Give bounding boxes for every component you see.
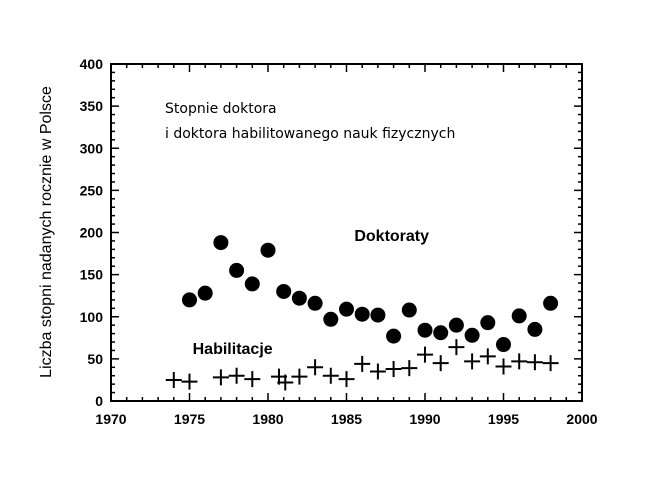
y-tick-label: 300 <box>80 140 104 156</box>
data-point <box>260 242 276 258</box>
x-tick-label: 1980 <box>252 411 283 427</box>
data-point <box>448 339 465 356</box>
data-point <box>448 317 464 333</box>
x-tick-label: 2000 <box>566 411 597 427</box>
data-point <box>433 325 449 341</box>
data-point <box>322 367 339 384</box>
data-point <box>229 262 245 278</box>
data-point <box>369 363 386 380</box>
data-point <box>542 355 559 372</box>
series-doktoraty <box>182 235 559 353</box>
series-label-doktoraty: Doktoraty <box>354 228 429 245</box>
data-point <box>291 368 308 385</box>
data-point <box>543 295 559 311</box>
data-point <box>291 290 307 306</box>
data-point <box>307 295 323 311</box>
data-point <box>527 321 543 337</box>
data-point <box>307 359 324 376</box>
data-point <box>495 358 512 375</box>
data-point <box>276 283 292 299</box>
data-point <box>354 355 371 372</box>
data-point <box>277 374 294 391</box>
series-habilitacje <box>165 339 559 391</box>
data-point <box>339 301 354 317</box>
data-point <box>479 348 496 365</box>
data-point <box>228 367 245 384</box>
y-tick-label: 350 <box>80 98 104 114</box>
data-point <box>480 315 496 331</box>
data-point <box>432 355 449 372</box>
y-tick-label: 50 <box>87 351 103 367</box>
data-point <box>213 235 229 251</box>
ticks <box>110 63 583 402</box>
data-point <box>182 292 197 308</box>
data-point <box>197 285 213 301</box>
data-point <box>354 306 370 322</box>
data-points <box>165 235 559 391</box>
data-point <box>464 327 480 343</box>
data-point <box>244 276 260 292</box>
data-point <box>511 308 527 324</box>
annotation-line-1: Stopnie doktora <box>165 101 277 117</box>
data-point <box>511 353 528 370</box>
data-point <box>165 371 182 388</box>
data-point <box>323 311 339 327</box>
y-tick-label: 400 <box>80 56 104 72</box>
tick-labels: 1970 1975 1980 1985 1990 1995 2000 0 50 100 150 200… <box>80 56 598 427</box>
data-point <box>401 360 418 377</box>
x-tick-label: 1985 <box>331 411 362 427</box>
y-tick-label: 250 <box>80 182 104 198</box>
data-point <box>417 346 433 363</box>
data-point <box>181 373 198 390</box>
y-tick-label: 0 <box>95 393 103 409</box>
data-point <box>370 307 386 323</box>
y-tick-label: 150 <box>80 267 104 283</box>
series-label-habilitacje: Habilitacje <box>193 341 273 358</box>
data-point <box>212 369 229 386</box>
x-tick-label: 1975 <box>174 411 205 427</box>
data-point <box>338 371 355 388</box>
y-tick-label: 200 <box>80 225 104 241</box>
x-tick-label: 1995 <box>488 411 519 427</box>
y-tick-label: 100 <box>80 309 104 325</box>
x-tick-label: 1970 <box>95 411 126 427</box>
data-point <box>464 353 481 370</box>
annotation-line-2: i doktora habilitowanego nauk fizycznych <box>165 126 455 142</box>
data-point <box>417 322 433 338</box>
data-point <box>385 360 402 377</box>
data-point <box>496 337 511 353</box>
data-point <box>401 302 417 318</box>
data-point <box>244 371 261 388</box>
y-axis-title: Liczba stopni nadanych rocznie w Polsce <box>38 86 55 378</box>
data-point <box>526 354 543 371</box>
x-tick-label: 1990 <box>409 411 440 427</box>
data-point <box>386 328 402 344</box>
